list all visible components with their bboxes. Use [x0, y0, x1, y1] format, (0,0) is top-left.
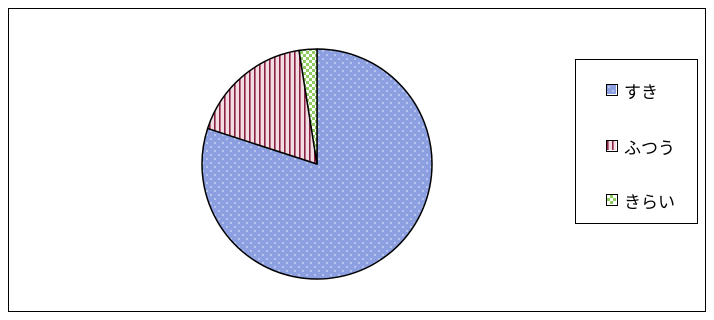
pie-slice-2: [206, 49, 318, 165]
pie-slice-1: [201, 48, 433, 280]
legend-swatch-icon: [606, 194, 618, 206]
legend-label: きらい: [624, 192, 675, 213]
legend-swatch-icon: [606, 84, 618, 96]
legend: すき ふつう きらい: [575, 59, 698, 224]
pie-chart: [201, 48, 433, 280]
legend-item: すき: [606, 78, 658, 103]
legend-swatch-icon: [606, 140, 618, 152]
legend-label: すき: [624, 82, 658, 103]
pie-slices: [201, 48, 433, 280]
legend-label: ふつう: [624, 138, 675, 159]
legend-item: ふつう: [606, 134, 675, 159]
pie-slice-3: [298, 48, 318, 165]
chart-area: すき ふつう きらい: [8, 8, 706, 312]
legend-item: きらい: [606, 188, 675, 213]
